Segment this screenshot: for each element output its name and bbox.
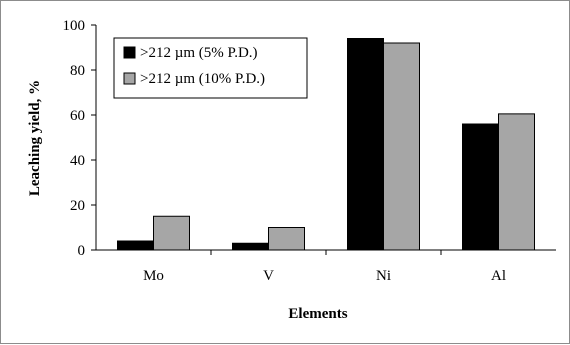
y-ticks: 0 20 40 60 80 100 [63, 18, 96, 259]
x-tick-label: Ni [376, 268, 391, 284]
bar-mo-series-1 [117, 240, 154, 251]
y-axis-title: Leaching yield, % [27, 80, 43, 196]
x-tick-label: Al [491, 268, 506, 284]
legend-swatch-series-1 [123, 46, 136, 59]
bar-ni-series-1 [347, 38, 384, 251]
x-tick-label: Mo [143, 268, 164, 284]
bar-al-series-2 [498, 113, 535, 251]
bar-ni-series-2 [383, 42, 420, 251]
legend: >212 µm (5% P.D.) >212 µm (10% P.D.) [113, 37, 308, 99]
y-tick-label: 0 [78, 243, 86, 259]
bar-mo-series-2 [153, 215, 190, 251]
bars-layer [117, 38, 535, 251]
legend-box [113, 37, 308, 99]
y-tick-label: 80 [70, 63, 85, 79]
y-tick-label: 20 [70, 198, 85, 214]
y-tick-label: 40 [70, 153, 85, 169]
x-axis-title: Elements [288, 306, 347, 322]
y-tick-label: 100 [63, 18, 86, 34]
bar-al-series-1 [462, 123, 499, 251]
legend-swatch-series-2 [123, 72, 136, 85]
x-tick-label: V [263, 268, 274, 284]
y-tick-label: 60 [70, 108, 85, 124]
legend-label-series-1: >212 µm (5% P.D.) [140, 45, 258, 61]
bar-v-series-1 [232, 242, 269, 251]
bar-v-series-2 [268, 227, 305, 251]
legend-label-series-2: >212 µm (10% P.D.) [140, 71, 265, 87]
x-ticks: Mo V Ni Al [143, 250, 506, 284]
